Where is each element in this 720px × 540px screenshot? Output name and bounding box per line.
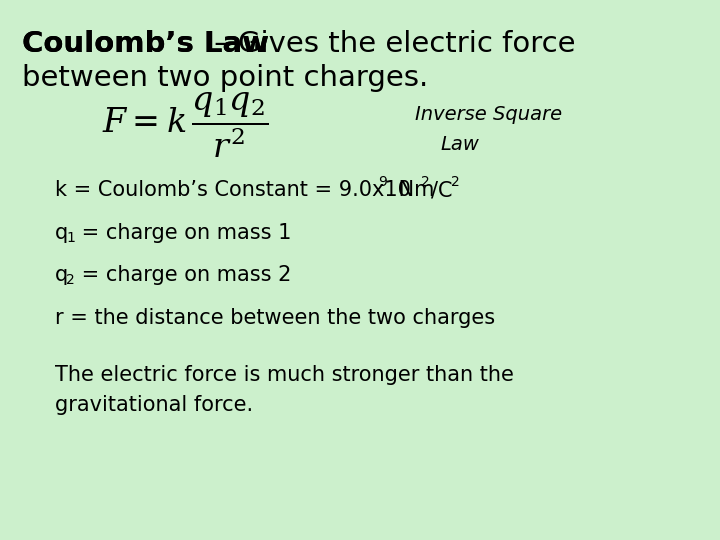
Text: 2: 2	[421, 175, 430, 189]
Text: The electric force is much stronger than the
gravitational force.: The electric force is much stronger than…	[55, 365, 514, 415]
Text: 2: 2	[451, 175, 460, 189]
Text: = charge on mass 2: = charge on mass 2	[75, 265, 292, 285]
Text: Inverse Square: Inverse Square	[415, 105, 562, 125]
Text: Coulomb’s Law: Coulomb’s Law	[22, 30, 269, 58]
Text: Law: Law	[440, 136, 479, 154]
Text: 2: 2	[66, 273, 75, 287]
Text: Nm: Nm	[392, 180, 434, 200]
Text: q: q	[55, 223, 68, 243]
Text: Coulomb’s Law – Gives the electric force: Coulomb’s Law – Gives the electric force	[22, 30, 614, 58]
Text: between two point charges.: between two point charges.	[22, 64, 428, 92]
Text: q: q	[55, 265, 68, 285]
Text: r = the distance between the two charges: r = the distance between the two charges	[55, 308, 495, 328]
Text: – Gives the electric force: – Gives the electric force	[205, 30, 575, 58]
Text: = charge on mass 1: = charge on mass 1	[75, 223, 292, 243]
Text: $F = k\,\dfrac{q_1 q_2}{r^2}$: $F = k\,\dfrac{q_1 q_2}{r^2}$	[102, 90, 268, 160]
Text: Coulomb’s Law: Coulomb’s Law	[22, 30, 269, 58]
Text: /C: /C	[431, 180, 452, 200]
Text: 9: 9	[378, 175, 387, 189]
Text: k = Coulomb’s Constant = 9.0x10: k = Coulomb’s Constant = 9.0x10	[55, 180, 411, 200]
Text: 1: 1	[66, 231, 75, 245]
